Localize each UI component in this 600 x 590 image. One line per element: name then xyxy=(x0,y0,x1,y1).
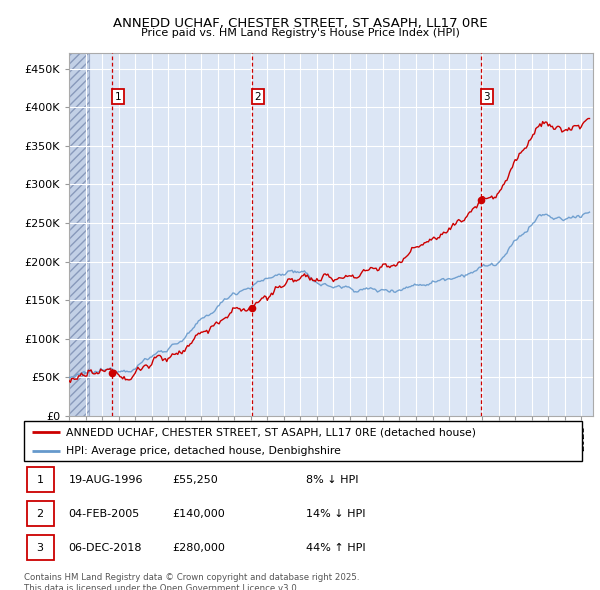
Bar xyxy=(69,53,89,416)
Text: 2: 2 xyxy=(37,509,44,519)
Text: HPI: Average price, detached house, Denbighshire: HPI: Average price, detached house, Denb… xyxy=(66,445,341,455)
FancyBboxPatch shape xyxy=(24,421,582,461)
Text: Price paid vs. HM Land Registry's House Price Index (HPI): Price paid vs. HM Land Registry's House … xyxy=(140,28,460,38)
Text: 14% ↓ HPI: 14% ↓ HPI xyxy=(306,509,365,519)
FancyBboxPatch shape xyxy=(27,502,53,526)
Text: 44% ↑ HPI: 44% ↑ HPI xyxy=(306,543,365,553)
Text: £55,250: £55,250 xyxy=(172,474,218,484)
Text: 8% ↓ HPI: 8% ↓ HPI xyxy=(306,474,358,484)
Text: 2: 2 xyxy=(255,91,262,101)
FancyBboxPatch shape xyxy=(27,467,53,492)
Bar xyxy=(69,53,89,416)
Text: 06-DEC-2018: 06-DEC-2018 xyxy=(68,543,142,553)
Text: £140,000: £140,000 xyxy=(172,509,224,519)
Text: 1: 1 xyxy=(115,91,122,101)
Text: £280,000: £280,000 xyxy=(172,543,225,553)
Text: Contains HM Land Registry data © Crown copyright and database right 2025.
This d: Contains HM Land Registry data © Crown c… xyxy=(24,573,359,590)
Text: 3: 3 xyxy=(484,91,490,101)
Text: ANNEDD UCHAF, CHESTER STREET, ST ASAPH, LL17 0RE (detached house): ANNEDD UCHAF, CHESTER STREET, ST ASAPH, … xyxy=(66,427,476,437)
Text: 3: 3 xyxy=(37,543,44,553)
Text: ANNEDD UCHAF, CHESTER STREET, ST ASAPH, LL17 0RE: ANNEDD UCHAF, CHESTER STREET, ST ASAPH, … xyxy=(113,17,487,30)
Text: 1: 1 xyxy=(37,474,44,484)
FancyBboxPatch shape xyxy=(27,535,53,560)
Text: 19-AUG-1996: 19-AUG-1996 xyxy=(68,474,143,484)
Text: 04-FEB-2005: 04-FEB-2005 xyxy=(68,509,140,519)
